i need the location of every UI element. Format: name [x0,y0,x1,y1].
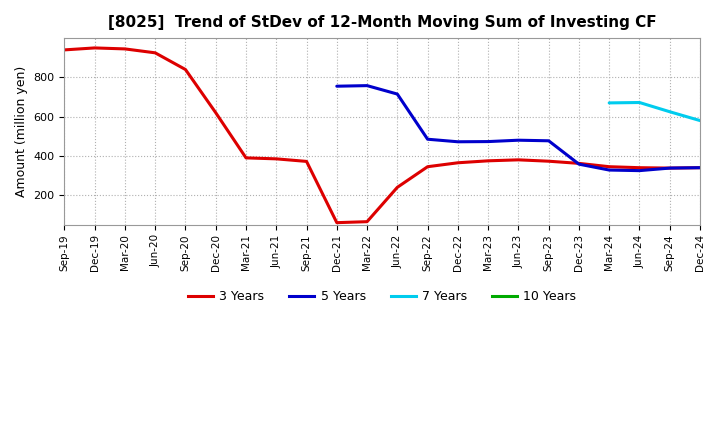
3 Years [90,45,99,51]
Legend: 3 Years, 5 Years, 7 Years, 10 Years: 3 Years, 5 Years, 7 Years, 10 Years [183,285,581,308]
Line: 3 Years: 3 Years [64,48,700,223]
5 Years [393,92,402,97]
3 Years [151,50,160,55]
Title: [8025]  Trend of StDev of 12-Month Moving Sum of Investing CF: [8025] Trend of StDev of 12-Month Moving… [108,15,657,30]
5 Years [665,165,674,171]
3 Years [544,158,553,164]
3 Years [333,220,341,225]
5 Years [454,139,462,144]
3 Years [272,156,281,161]
7 Years [665,109,674,114]
5 Years [605,167,613,172]
5 Years [363,83,372,88]
Line: 5 Years: 5 Years [337,86,700,171]
7 Years [635,100,644,105]
5 Years [544,138,553,143]
3 Years [575,161,583,166]
3 Years [363,219,372,224]
3 Years [60,47,68,52]
Line: 7 Years: 7 Years [609,103,700,121]
3 Years [242,155,251,161]
3 Years [514,157,523,162]
3 Years [605,164,613,169]
5 Years [575,161,583,167]
3 Years [696,165,704,170]
5 Years [484,139,492,144]
3 Years [302,159,311,164]
5 Years [333,84,341,89]
3 Years [484,158,492,163]
3 Years [635,165,644,170]
3 Years [423,164,432,169]
3 Years [212,110,220,115]
Y-axis label: Amount (million yen): Amount (million yen) [15,66,28,197]
7 Years [696,118,704,123]
7 Years [605,100,613,106]
5 Years [514,138,523,143]
3 Years [393,185,402,190]
3 Years [121,46,130,51]
5 Years [423,136,432,142]
5 Years [696,165,704,170]
3 Years [181,67,190,72]
3 Years [454,160,462,165]
5 Years [635,168,644,173]
3 Years [665,165,674,171]
